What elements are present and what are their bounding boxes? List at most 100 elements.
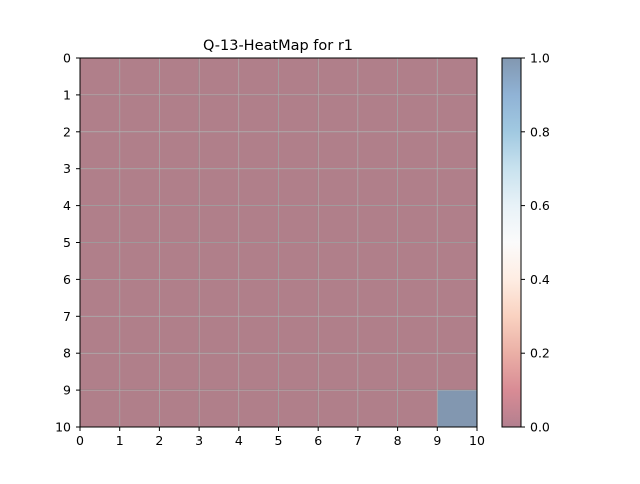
heatmap-cell <box>79 168 121 206</box>
heatmap-cell <box>159 131 200 170</box>
heatmap-cell <box>436 389 478 428</box>
heatmap-cell <box>79 315 121 354</box>
heatmap-cell <box>397 242 438 280</box>
heatmap-cell <box>397 131 438 170</box>
heatmap-cell <box>238 57 279 96</box>
heatmap-cell <box>238 205 279 243</box>
heatmap-cell <box>317 315 359 354</box>
heatmap-cell <box>357 279 398 317</box>
x-axis: 0 1 2 3 4 5 6 7 8 9 10 <box>76 427 485 448</box>
colorbar-tick-label: 0.0 <box>530 420 550 435</box>
heatmap-cell <box>317 57 359 96</box>
heatmap-cell <box>238 94 279 133</box>
y-tick-label: 0 <box>63 51 71 66</box>
heatmap-cell <box>317 242 359 280</box>
heatmap-cell <box>317 205 359 243</box>
x-tick-label: 10 <box>469 433 485 448</box>
heatmap-cell <box>159 94 200 133</box>
heatmap-cell <box>198 57 240 96</box>
heatmap-cell <box>159 389 200 428</box>
heatmap-cell <box>238 389 279 428</box>
heatmap-cell <box>317 94 359 133</box>
heatmap-cell <box>79 242 121 280</box>
heatmap-cell <box>198 131 240 170</box>
heatmap-cell <box>357 94 398 133</box>
heatmap-cell <box>436 94 478 133</box>
heatmap-cell <box>119 57 160 96</box>
chart-title: Q-13-HeatMap for r1 <box>203 38 353 54</box>
heatmap-cells <box>79 57 478 428</box>
y-tick-label: 7 <box>63 309 71 324</box>
grid-lines <box>80 58 477 427</box>
heatmap-cell <box>436 315 478 354</box>
heatmap-cell <box>159 57 200 96</box>
heatmap-cell <box>238 242 279 280</box>
x-tick-label: 3 <box>195 433 203 448</box>
colorbar-tick-label: 0.8 <box>530 124 550 139</box>
y-tick-label: 10 <box>55 420 71 435</box>
heatmap-cell <box>119 242 160 280</box>
colorbar <box>501 57 522 428</box>
heatmap-cell <box>198 352 240 391</box>
y-tick-label: 3 <box>63 161 71 176</box>
heatmap-cell <box>119 352 160 391</box>
y-tick-label: 1 <box>63 87 71 102</box>
colorbar-tick-label: 0.6 <box>530 198 550 213</box>
heatmap-cell <box>119 131 160 170</box>
heatmap-cell <box>317 131 359 170</box>
colorbar-tick-label: 0.4 <box>530 272 550 287</box>
heatmap-cell <box>198 205 240 243</box>
heatmap-cell <box>198 168 240 206</box>
heatmap-cell <box>159 315 200 354</box>
heatmap-cell <box>198 389 240 428</box>
heatmap-cell <box>238 131 279 170</box>
x-tick-label: 0 <box>76 433 84 448</box>
heatmap-cell <box>119 205 160 243</box>
heatmap-cell <box>436 352 478 391</box>
colorbar-tick-label: 1.0 <box>530 51 550 66</box>
x-tick-label: 1 <box>116 433 124 448</box>
heatmap-cell <box>397 205 438 243</box>
heatmap-cell <box>278 315 319 354</box>
heatmap-cell <box>317 352 359 391</box>
heatmap-cell <box>159 352 200 391</box>
heatmap-cell <box>238 315 279 354</box>
heatmap-cell <box>198 94 240 133</box>
heatmap-cell <box>278 389 319 428</box>
y-tick-label: 2 <box>63 124 71 139</box>
heatmap-cell <box>79 131 121 170</box>
x-tick-label: 4 <box>235 433 243 448</box>
heatmap-cell <box>397 389 438 428</box>
heatmap-cell <box>278 352 319 391</box>
heatmap-cell <box>79 389 121 428</box>
heatmap-cell <box>317 389 359 428</box>
y-tick-label: 6 <box>63 272 71 287</box>
y-tick-label: 8 <box>63 346 71 361</box>
y-axis: 0 1 2 3 4 5 6 7 8 9 10 <box>55 51 80 435</box>
heatmap-cell <box>397 352 438 391</box>
x-tick-label: 2 <box>155 433 163 448</box>
y-tick-label: 9 <box>63 383 71 398</box>
heatmap-cell <box>159 168 200 206</box>
heatmap-cell <box>198 279 240 317</box>
heatmap-cell <box>79 205 121 243</box>
heatmap-cell <box>397 57 438 96</box>
heatmap-cell <box>119 315 160 354</box>
heatmap-cell <box>278 242 319 280</box>
heatmap-cell <box>159 205 200 243</box>
x-tick-label: 9 <box>433 433 441 448</box>
heatmap-cell <box>357 168 398 206</box>
heatmap-cell <box>79 94 121 133</box>
heatmap-cell <box>357 242 398 280</box>
x-tick-label: 5 <box>275 433 283 448</box>
heatmap-cell <box>317 279 359 317</box>
heatmap-cell <box>436 279 478 317</box>
heatmap-cell <box>79 57 121 96</box>
heatmap-cell <box>278 94 319 133</box>
heatmap-cell <box>357 131 398 170</box>
heatmap-cell <box>397 315 438 354</box>
heatmap-cell <box>238 168 279 206</box>
heatmap-cell <box>119 168 160 206</box>
